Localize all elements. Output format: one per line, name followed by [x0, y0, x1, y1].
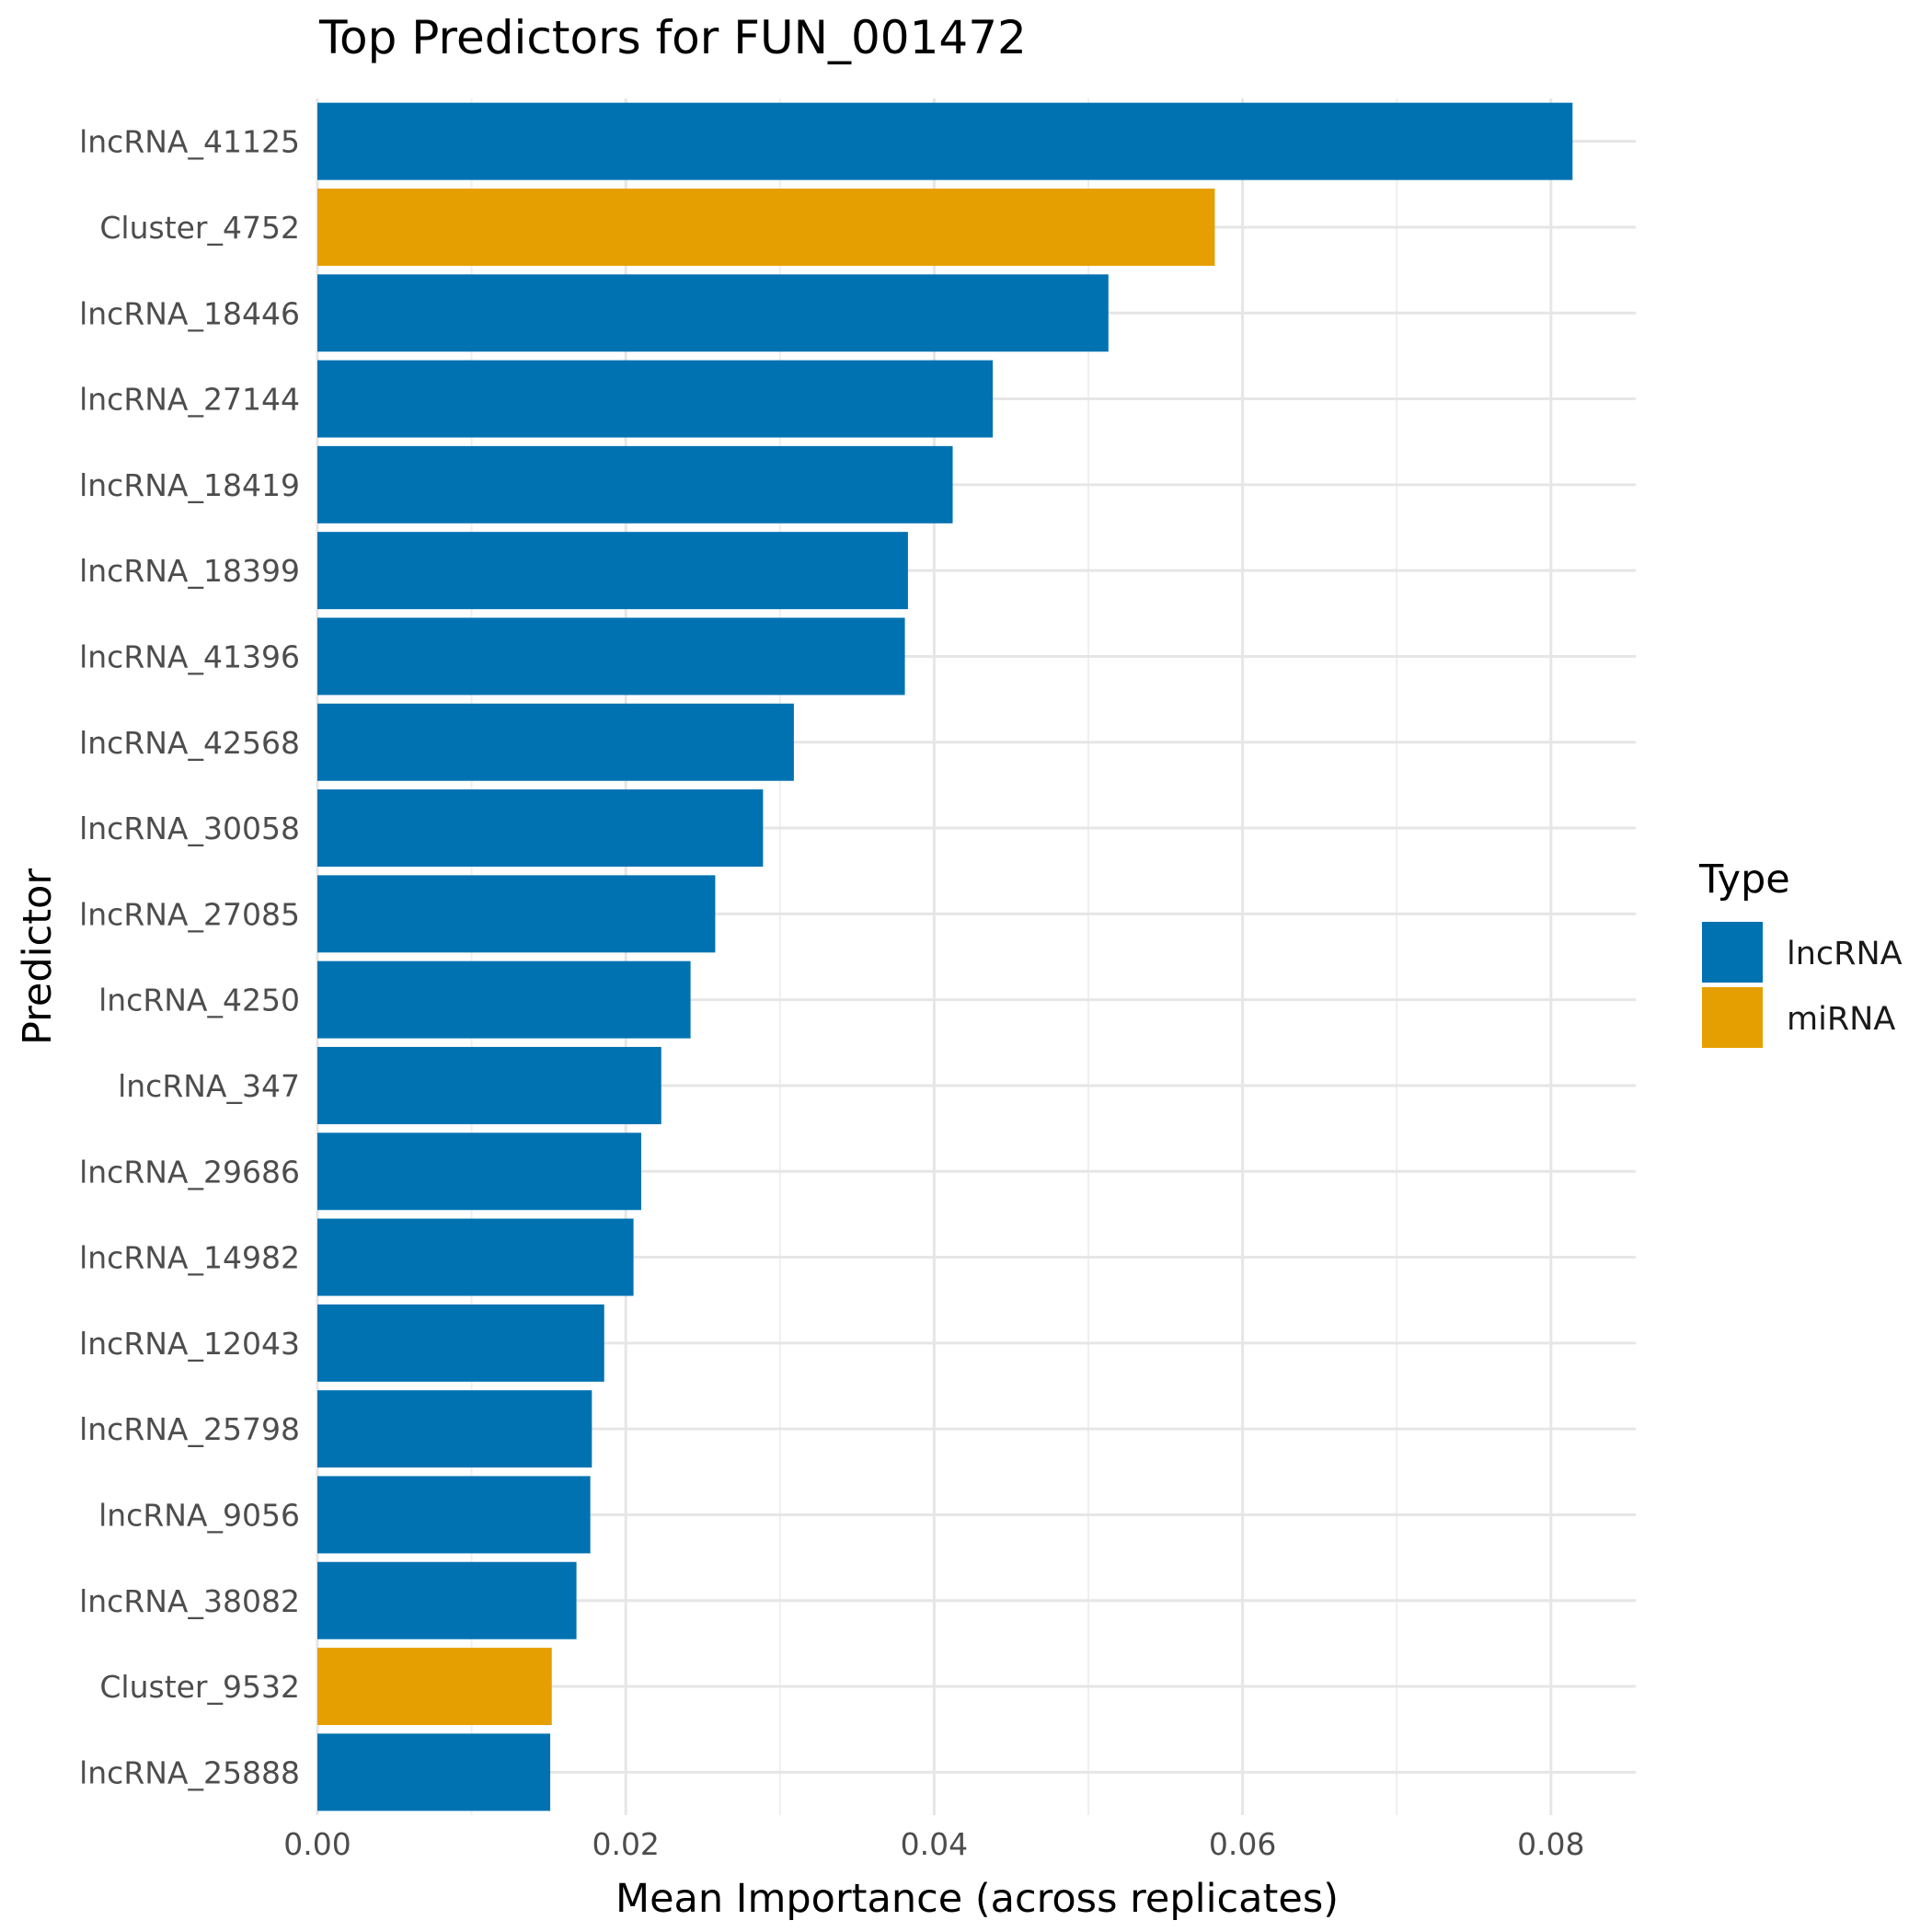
x-axis-label: Mean Importance (across replicates)	[615, 1876, 1339, 1922]
y-tick-label: lncRNA_41396	[79, 638, 300, 674]
x-tick-label: 0.00	[283, 1826, 351, 1862]
y-tick-label: lncRNA_18446	[79, 295, 300, 331]
x-tick-label: 0.06	[1209, 1826, 1276, 1862]
y-tick-label: lncRNA_42568	[79, 725, 300, 761]
bar-lncrna-42568	[317, 703, 794, 781]
y-tick-label: lncRNA_41125	[79, 124, 300, 160]
bar-lncrna-4250	[317, 960, 691, 1039]
y-tick-label: lncRNA_347	[118, 1068, 300, 1104]
legend-label-lncrna: lncRNA	[1787, 936, 1903, 972]
legend: Type lncRNA miRNA	[1698, 857, 1903, 1048]
bars	[317, 102, 1573, 1811]
y-axis-tick-labels: lncRNA_41125 Cluster_4752 lncRNA_18446 lncR…	[79, 124, 300, 1791]
bar-cluster-9532	[317, 1648, 552, 1726]
y-tick-label: Cluster_9532	[99, 1669, 300, 1705]
bar-lncrna-25888	[317, 1733, 551, 1811]
legend-label-mirna: miRNA	[1787, 1001, 1895, 1038]
y-tick-label: lncRNA_4250	[98, 983, 300, 1018]
bar-lncrna-25798	[317, 1390, 592, 1468]
y-tick-label: lncRNA_25888	[79, 1754, 300, 1790]
y-tick-label: lncRNA_18399	[79, 553, 300, 589]
y-tick-label: lncRNA_14982	[79, 1240, 300, 1276]
y-tick-label: lncRNA_25798	[79, 1411, 300, 1447]
bar-lncrna-27144	[317, 360, 994, 438]
y-axis-label: Predictor	[15, 868, 61, 1045]
legend-title: Type	[1698, 857, 1790, 903]
y-tick-label: lncRNA_12043	[79, 1326, 300, 1362]
legend-swatch-mirna	[1702, 987, 1763, 1048]
bar-lncrna-18419	[317, 445, 953, 523]
y-tick-label: lncRNA_29686	[79, 1154, 300, 1190]
y-tick-label: lncRNA_18419	[79, 467, 300, 503]
bar-lncrna-41396	[317, 617, 905, 696]
x-tick-label: 0.08	[1517, 1826, 1584, 1862]
y-tick-label: lncRNA_38082	[79, 1583, 300, 1619]
x-tick-label: 0.02	[592, 1826, 659, 1862]
bar-lncrna-18446	[317, 274, 1109, 352]
bar-lncrna-30058	[317, 789, 764, 868]
y-tick-label: lncRNA_9056	[98, 1497, 300, 1533]
bar-lncrna-18399	[317, 532, 908, 610]
legend-swatch-lncrna	[1702, 922, 1763, 983]
x-axis-tick-labels: 0.00 0.02 0.04 0.06 0.08	[283, 1826, 1584, 1862]
bar-lncrna-347	[317, 1046, 661, 1124]
bar-lncrna-27085	[317, 875, 716, 953]
y-tick-label: lncRNA_27144	[79, 382, 300, 418]
bar-lncrna-14982	[317, 1218, 634, 1296]
y-tick-label: lncRNA_27085	[79, 896, 300, 932]
bar-lncrna-41125	[317, 102, 1573, 180]
y-tick-label: Cluster_4752	[99, 210, 300, 246]
bar-lncrna-12043	[317, 1304, 604, 1382]
bar-lncrna-38082	[317, 1561, 577, 1639]
bar-lncrna-29686	[317, 1133, 641, 1211]
y-tick-label: lncRNA_30058	[79, 811, 300, 846]
x-tick-label: 0.04	[901, 1826, 968, 1862]
chart-title: Top Predictors for FUN_001472	[318, 11, 1027, 64]
bar-lncrna-9056	[317, 1476, 591, 1554]
bar-cluster-4752	[317, 188, 1215, 266]
